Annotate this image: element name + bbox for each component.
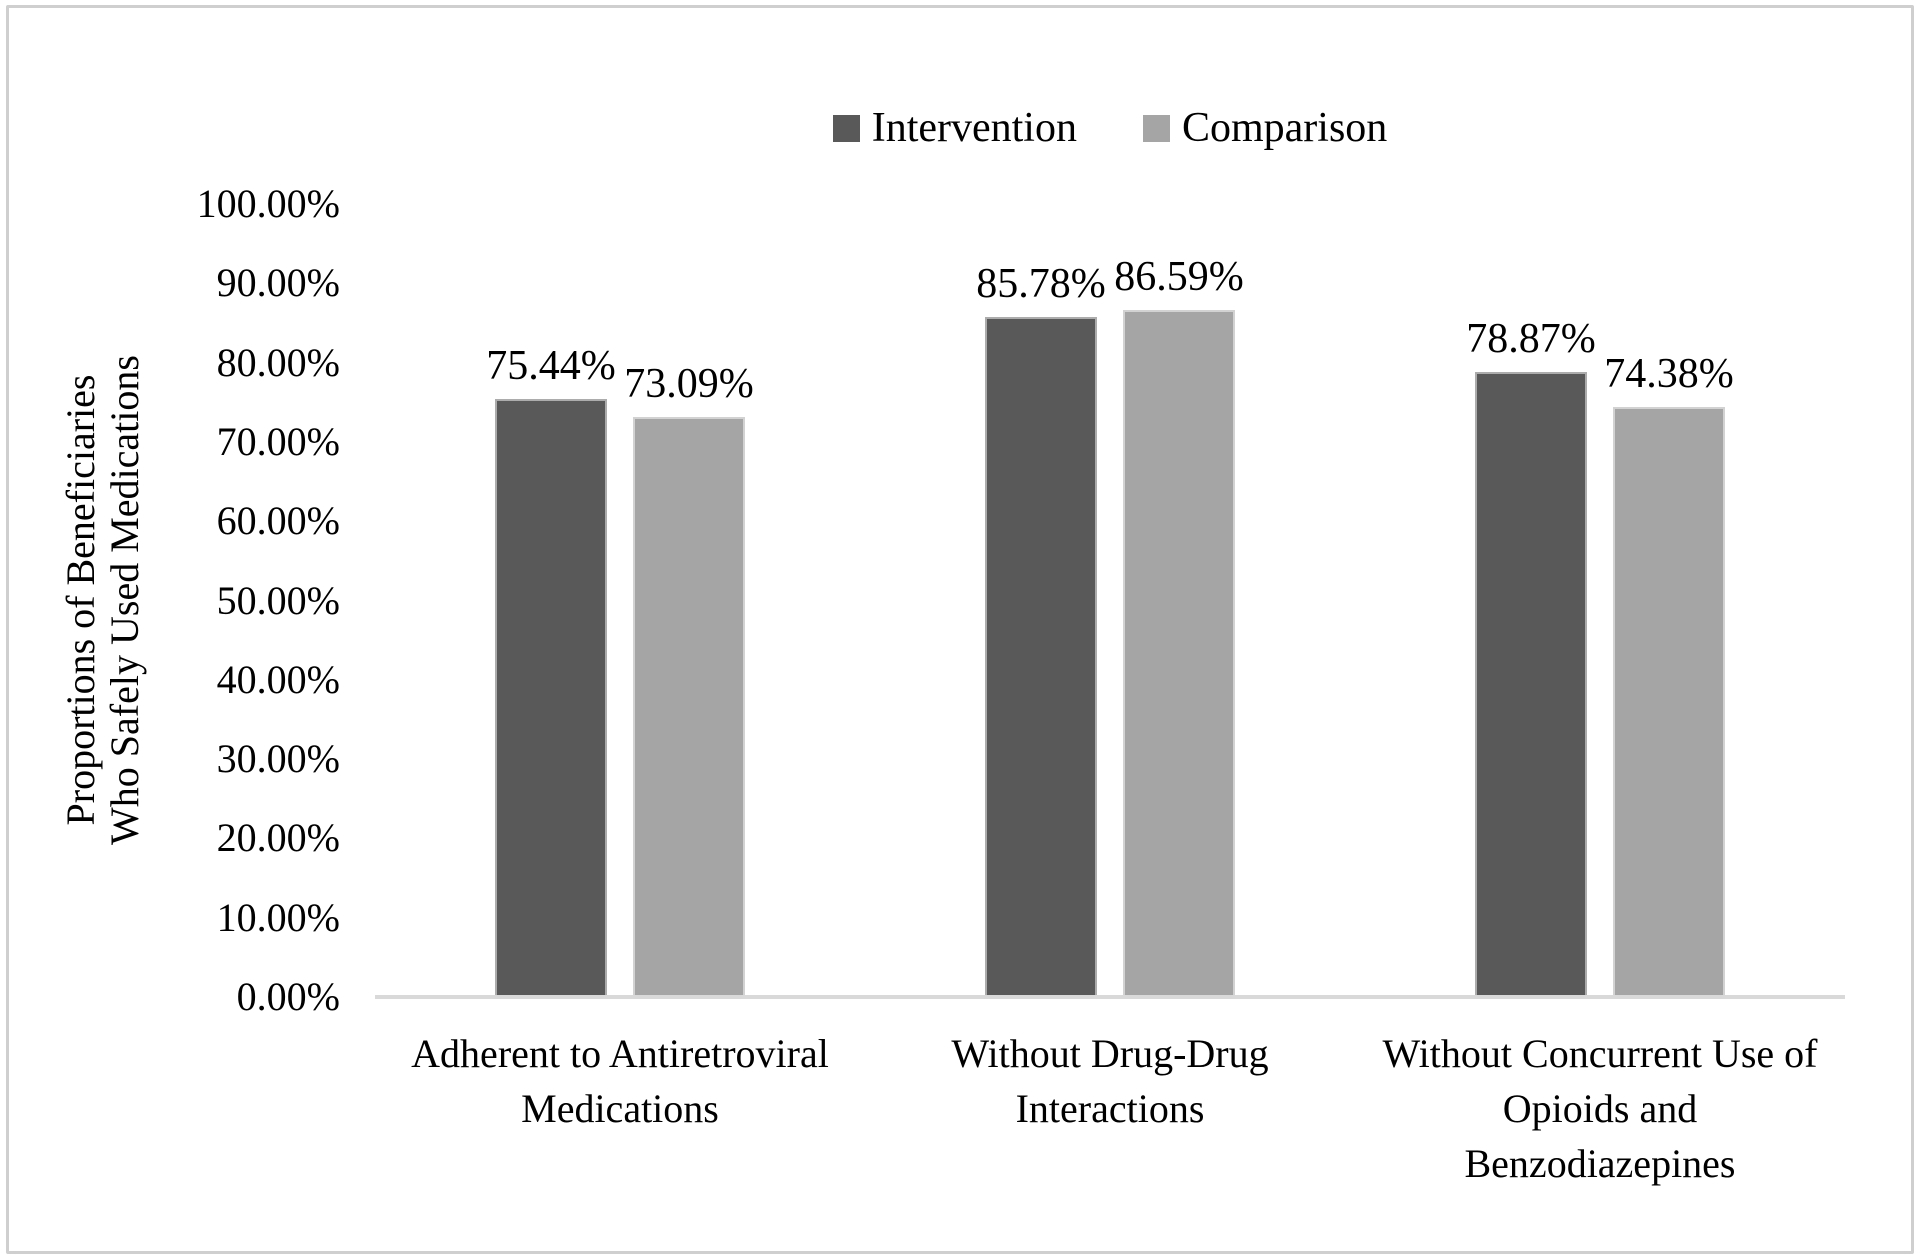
y-tick-label: 30.00% [216,736,340,782]
y-tick-label: 70.00% [216,418,340,464]
category-label: Adherent to Antiretroviral Medications [375,1026,865,1191]
legend-item-comparison: Comparison [1142,104,1388,152]
y-tick-label: 40.00% [216,656,340,702]
bar-rect-comparison [1123,310,1235,997]
category-label-line: Opioids and [1502,1086,1698,1131]
bar-group: 78.87% 74.38% [1355,204,1845,997]
bar-comparison: 86.59% [1114,256,1244,997]
category-label-line: Without Drug-Drug [951,1031,1269,1076]
bar-value-label: 74.38% [1604,351,1734,398]
legend-item-intervention: Intervention [832,104,1077,152]
y-tick-label: 10.00% [216,894,340,940]
category-label-line: Interactions [1015,1086,1205,1131]
bar-rect-comparison [1613,407,1725,997]
y-tick-label: 0.00% [236,974,340,1019]
plot-area: 75.44% 73.09% 85.78% 86.59% 78.87% 74.38% [375,204,1845,997]
bar-value-label: 85.78% [976,260,1106,307]
legend-swatch-intervention-icon [832,114,860,142]
category-label-line: Medications [521,1086,719,1131]
y-tick-label: 60.00% [216,498,340,544]
bar-group: 75.44% 73.09% [375,204,865,997]
y-tick-label: 80.00% [216,339,340,385]
bar-value-label: 73.09% [624,361,754,408]
x-axis-line [375,995,1845,999]
y-tick-label: 100.00% [196,181,340,226]
x-axis-category-labels: Adherent to Antiretroviral Medications Wit… [375,1026,1845,1191]
y-tick-label: 50.00% [216,577,340,623]
category-label-line: Without Concurrent Use of [1382,1031,1818,1076]
category-label-line: Benzodiazepines [1464,1141,1736,1186]
bar-value-label: 75.44% [486,342,616,389]
legend-label-intervention: Intervention [871,105,1077,151]
category-label: Without Drug-Drug Interactions [865,1026,1355,1191]
bar-comparison: 73.09% [624,363,754,997]
y-axis-tick-labels: 100.00% 90.00% 80.00% 70.00% 60.00% 50.00% 40.… [0,181,340,1019]
bar-group: 85.78% 86.59% [865,204,1355,997]
bar-intervention: 85.78% [976,263,1106,997]
legend-swatch-comparison-icon [1142,114,1170,142]
bar-value-label: 78.87% [1466,315,1596,362]
bar-intervention: 78.87% [1466,318,1596,997]
bar-rect-intervention [495,398,607,997]
category-label: Without Concurrent Use of Opioids and Benz… [1355,1026,1845,1191]
category-label-line: Adherent to Antiretroviral [411,1031,829,1076]
bar-value-label: 86.59% [1114,254,1244,301]
y-tick-label: 90.00% [216,260,340,306]
bar-rect-intervention [985,316,1097,997]
bar-comparison: 74.38% [1604,353,1734,997]
bar-rect-intervention [1475,371,1587,997]
y-tick-label: 20.00% [216,815,340,861]
bar-intervention: 75.44% [486,345,616,997]
bar-rect-comparison [633,417,745,997]
legend-label-comparison: Comparison [1181,105,1388,151]
chart-legend: Intervention Comparison [375,104,1845,152]
